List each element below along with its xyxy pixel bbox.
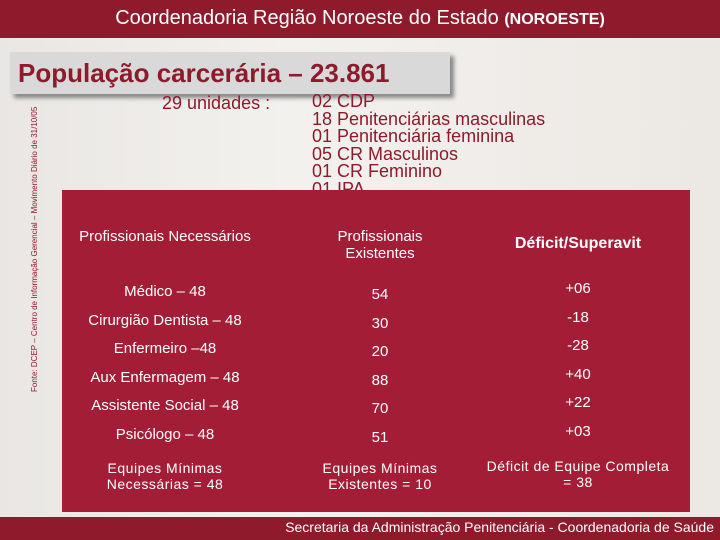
table-cell: -28 [567,337,589,355]
table-cell: Médico – 48 [124,283,206,300]
title: Coordenadoria Região Noroeste do Estado [115,7,499,29]
table-cell: -18 [567,308,589,326]
table-cell: 30 [371,314,389,332]
column-header: Profissionais Necessários [79,228,251,245]
table-cell: 88 [371,371,389,389]
source: Fonte: DCEP – Centro de Informação Geren… [30,106,39,392]
heading: População carcerária – 23.861 [10,52,450,94]
table: Profissionais Necessários Profissionais E… [62,190,690,512]
table-cell: +03 [565,423,591,440]
subtitle: (NOROESTE) [504,11,605,28]
table-cell: 70 [371,400,389,418]
table-cell: 20 [371,343,389,361]
table-cell: 51 [371,429,389,446]
table-footer: Equipes Mínimas Existentes = 10 [322,460,438,492]
units-list: 02 CDP 18 Penitenciárias masculinas 01 Pen… [312,91,546,198]
unit-item: 18 Penitenciárias masculinas [312,108,546,129]
table-cell: +22 [565,394,591,412]
table-cell: Aux Enfermagem – 48 [90,368,240,386]
unit-item: 02 CDP [312,91,376,111]
table-cell: Psicólogo – 48 [115,426,215,443]
table-cell: Cirurgião Dentista – 48 [88,311,242,329]
table-cell: +06 [565,280,591,297]
table-footer: Equipes Mínimas Necessárias = 48 [106,460,224,492]
table-footer: Déficit de Equipe Completa = 38 [486,458,670,490]
unit-item: 05 CR Masculinos [312,143,459,164]
footer-bar [0,517,720,540]
unit-item: 01 CR Feminino [312,161,443,181]
table-cell: 54 [371,286,389,303]
table-cell: +40 [565,365,591,383]
column-header: Profissionais Existentes [337,228,423,262]
column-header: Déficit/Superavit [514,235,642,252]
title-bar: Coordenadoria Região Noroeste do Estado … [0,0,720,38]
table-cell: Enfermeiro –48 [113,340,217,358]
table-cell: Assistente Social – 48 [91,397,239,415]
units-label: 29 unidades : [162,93,271,113]
footer: Secretaria da Administração Penitenciári… [285,519,714,535]
unit-item: 01 Penitenciária feminina [312,126,515,146]
